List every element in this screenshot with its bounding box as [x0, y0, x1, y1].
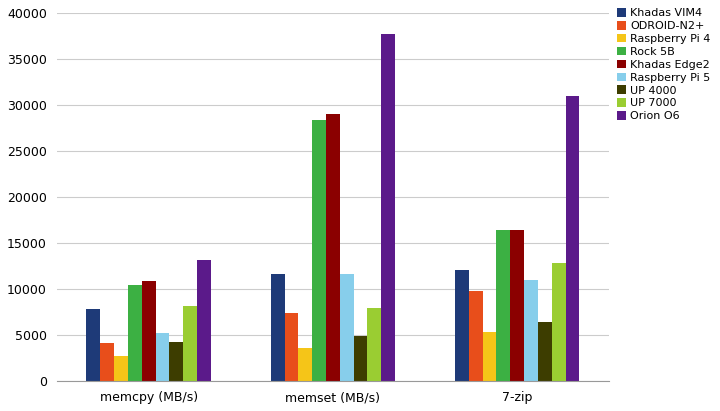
Bar: [340, 274, 354, 381]
Bar: [312, 120, 326, 381]
Bar: [128, 285, 142, 381]
Bar: [114, 356, 128, 381]
Bar: [183, 306, 197, 381]
Bar: [455, 270, 469, 381]
Bar: [197, 260, 211, 381]
Bar: [510, 229, 524, 381]
Bar: [482, 332, 497, 381]
Bar: [298, 348, 312, 381]
Bar: [382, 34, 395, 381]
Bar: [497, 231, 510, 381]
Bar: [86, 309, 100, 381]
Bar: [469, 291, 482, 381]
Bar: [552, 263, 566, 381]
Bar: [326, 115, 340, 381]
Bar: [538, 321, 552, 381]
Bar: [142, 281, 156, 381]
Bar: [566, 96, 580, 381]
Bar: [284, 313, 298, 381]
Bar: [354, 336, 367, 381]
Bar: [169, 342, 183, 381]
Bar: [100, 343, 114, 381]
Bar: [367, 308, 382, 381]
Bar: [524, 280, 538, 381]
Bar: [271, 274, 284, 381]
Bar: [156, 333, 169, 381]
Legend: Khadas VIM4, ODROID-N2+, Raspberry Pi 4, Rock 5B, Khadas Edge2, Raspberry Pi 5, : Khadas VIM4, ODROID-N2+, Raspberry Pi 4,…: [615, 6, 713, 124]
